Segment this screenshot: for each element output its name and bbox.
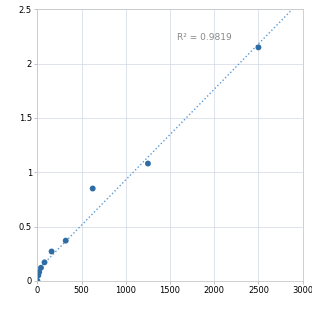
Point [145,161,150,166]
Point [42,260,47,265]
Point [63,238,68,243]
Point [38,265,43,270]
Point [49,249,54,254]
Point [256,45,261,50]
Text: R² = 0.9819: R² = 0.9819 [177,33,232,42]
Point [37,270,42,275]
Point [36,273,41,278]
Point [35,278,40,283]
Point [90,186,95,191]
